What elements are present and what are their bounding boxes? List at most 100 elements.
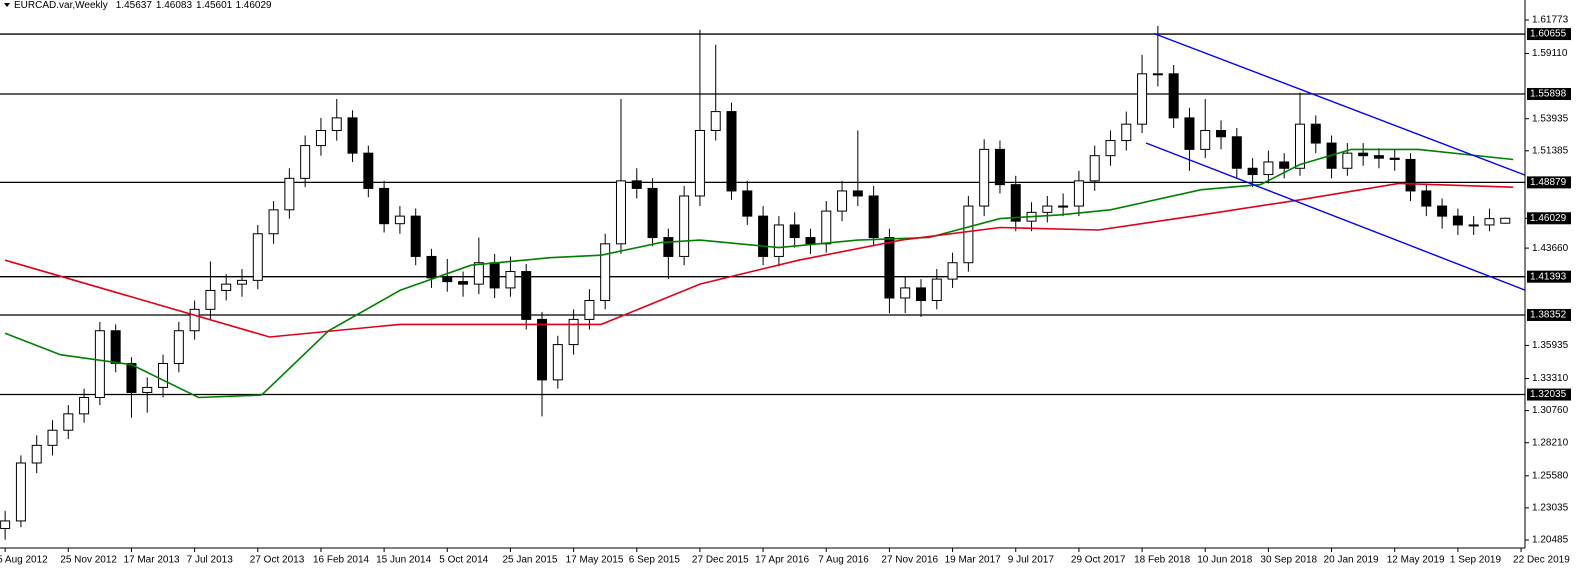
- candle-body: [126, 362, 137, 393]
- x-tick-label: 17 May 2015: [566, 555, 624, 566]
- candle-body: [726, 111, 737, 192]
- y-tick-label: 1.23035: [1532, 503, 1569, 514]
- x-tick-label: 5 Aug 2012: [0, 555, 48, 566]
- y-tick-label: 1.30760: [1532, 405, 1569, 416]
- candle-body: [110, 330, 121, 364]
- candle-body: [315, 129, 326, 147]
- x-tick-label: 7 Jul 2013: [187, 555, 234, 566]
- candle-body: [268, 209, 279, 235]
- moving-average: [4, 182, 1514, 338]
- candle-body: [1231, 136, 1242, 169]
- x-tick-label: 25 Jan 2015: [502, 555, 557, 566]
- trend-line: [1153, 32, 1526, 176]
- candle-body: [931, 278, 942, 302]
- candle-body: [979, 148, 990, 207]
- candle-body: [1389, 157, 1400, 160]
- chart-header: EURCAD.var,Weekly 1.45637 1.46083 1.45601 1.…: [14, 0, 272, 11]
- candle-body: [1121, 123, 1132, 142]
- y-tick-label: 1.53935: [1532, 113, 1569, 124]
- candle-body: [1279, 161, 1290, 169]
- x-tick-label: 17 Mar 2013: [123, 555, 180, 566]
- level-label: 1.55898: [1530, 89, 1567, 100]
- candle-body: [631, 180, 642, 189]
- candle-body: [442, 277, 453, 283]
- candle-body: [1200, 129, 1211, 150]
- candle-body: [379, 187, 390, 225]
- candle-body: [205, 289, 216, 310]
- candle-body: [94, 330, 105, 398]
- candle-body: [189, 308, 200, 332]
- candle-body: [1342, 152, 1353, 169]
- candle-body: [963, 205, 974, 264]
- x-tick-label: 15 Jun 2014: [376, 555, 431, 566]
- level-tag: [1527, 28, 1571, 41]
- x-tick-label: 27 Dec 2015: [692, 555, 749, 566]
- candle-body: [505, 271, 516, 289]
- candle-body: [331, 117, 342, 131]
- candle-body: [284, 177, 295, 211]
- candle-body: [394, 215, 405, 225]
- candle-body: [1500, 217, 1511, 224]
- candle-body: [916, 287, 927, 302]
- candle-body: [79, 396, 90, 415]
- candle-body: [31, 444, 42, 464]
- menu-triangle[interactable]: [4, 3, 10, 7]
- y-tick-label: 1.43660: [1532, 243, 1569, 254]
- candle-body: [837, 190, 848, 212]
- y-tick-label: 1.51385: [1532, 145, 1569, 156]
- candle-body: [537, 318, 548, 381]
- candle-body: [600, 243, 611, 302]
- candle-body: [1216, 129, 1227, 138]
- trend-line: [1145, 142, 1526, 291]
- candle-body: [1310, 123, 1321, 144]
- candle-body: [473, 262, 484, 285]
- candle-body: [710, 111, 721, 131]
- level-label: 1.60655: [1530, 29, 1567, 40]
- x-tick-label: 9 Jul 2017: [1008, 555, 1055, 566]
- candle-body: [742, 190, 753, 217]
- candle-body: [426, 255, 437, 279]
- candle-body: [552, 344, 563, 381]
- x-tick-label: 30 Sep 2018: [1260, 555, 1317, 566]
- candle-body: [805, 237, 816, 245]
- candle-body: [173, 330, 184, 364]
- candle-body: [663, 237, 674, 257]
- x-tick-label: 16 Feb 2014: [313, 555, 370, 566]
- header-value: 1.46029: [235, 0, 272, 11]
- y-tick-label: 1.35935: [1532, 340, 1569, 351]
- candle-body: [1484, 218, 1495, 226]
- candle-body: [252, 233, 263, 281]
- x-tick-label: 18 Feb 2018: [1134, 555, 1191, 566]
- x-tick-label: 27 Nov 2016: [881, 555, 938, 566]
- level-tag: [1527, 270, 1571, 283]
- candle-body: [1437, 205, 1448, 217]
- y-tick-label: 1.61773: [1532, 15, 1569, 26]
- candle-body: [363, 152, 374, 189]
- candle-body: [1010, 184, 1021, 222]
- x-tick-label: 7 Aug 2016: [818, 555, 869, 566]
- level-tag: [1527, 176, 1571, 189]
- candle-body: [1168, 73, 1179, 119]
- candle-body: [568, 318, 579, 346]
- candle-body: [584, 300, 595, 320]
- y-tick-label: 1.20485: [1532, 535, 1569, 546]
- candle-body: [868, 195, 879, 239]
- x-tick-label: 27 Oct 2013: [250, 555, 305, 566]
- candle-body: [1358, 152, 1369, 157]
- candle-body: [142, 386, 153, 393]
- level-tag: [1527, 87, 1571, 100]
- candle-body: [694, 129, 705, 197]
- candle-body: [884, 237, 895, 299]
- candle-body: [1468, 224, 1479, 227]
- level-label: 1.32035: [1530, 389, 1567, 400]
- candle-body: [63, 413, 74, 431]
- current-price-tag: [1527, 212, 1571, 225]
- candle-body: [1263, 161, 1274, 176]
- x-tick-label: 25 Nov 2012: [60, 555, 117, 566]
- x-tick-label: 17 Apr 2016: [755, 555, 809, 566]
- candle-body: [1058, 205, 1069, 208]
- candle-body: [852, 190, 863, 197]
- y-tick-label: 1.25580: [1532, 470, 1569, 481]
